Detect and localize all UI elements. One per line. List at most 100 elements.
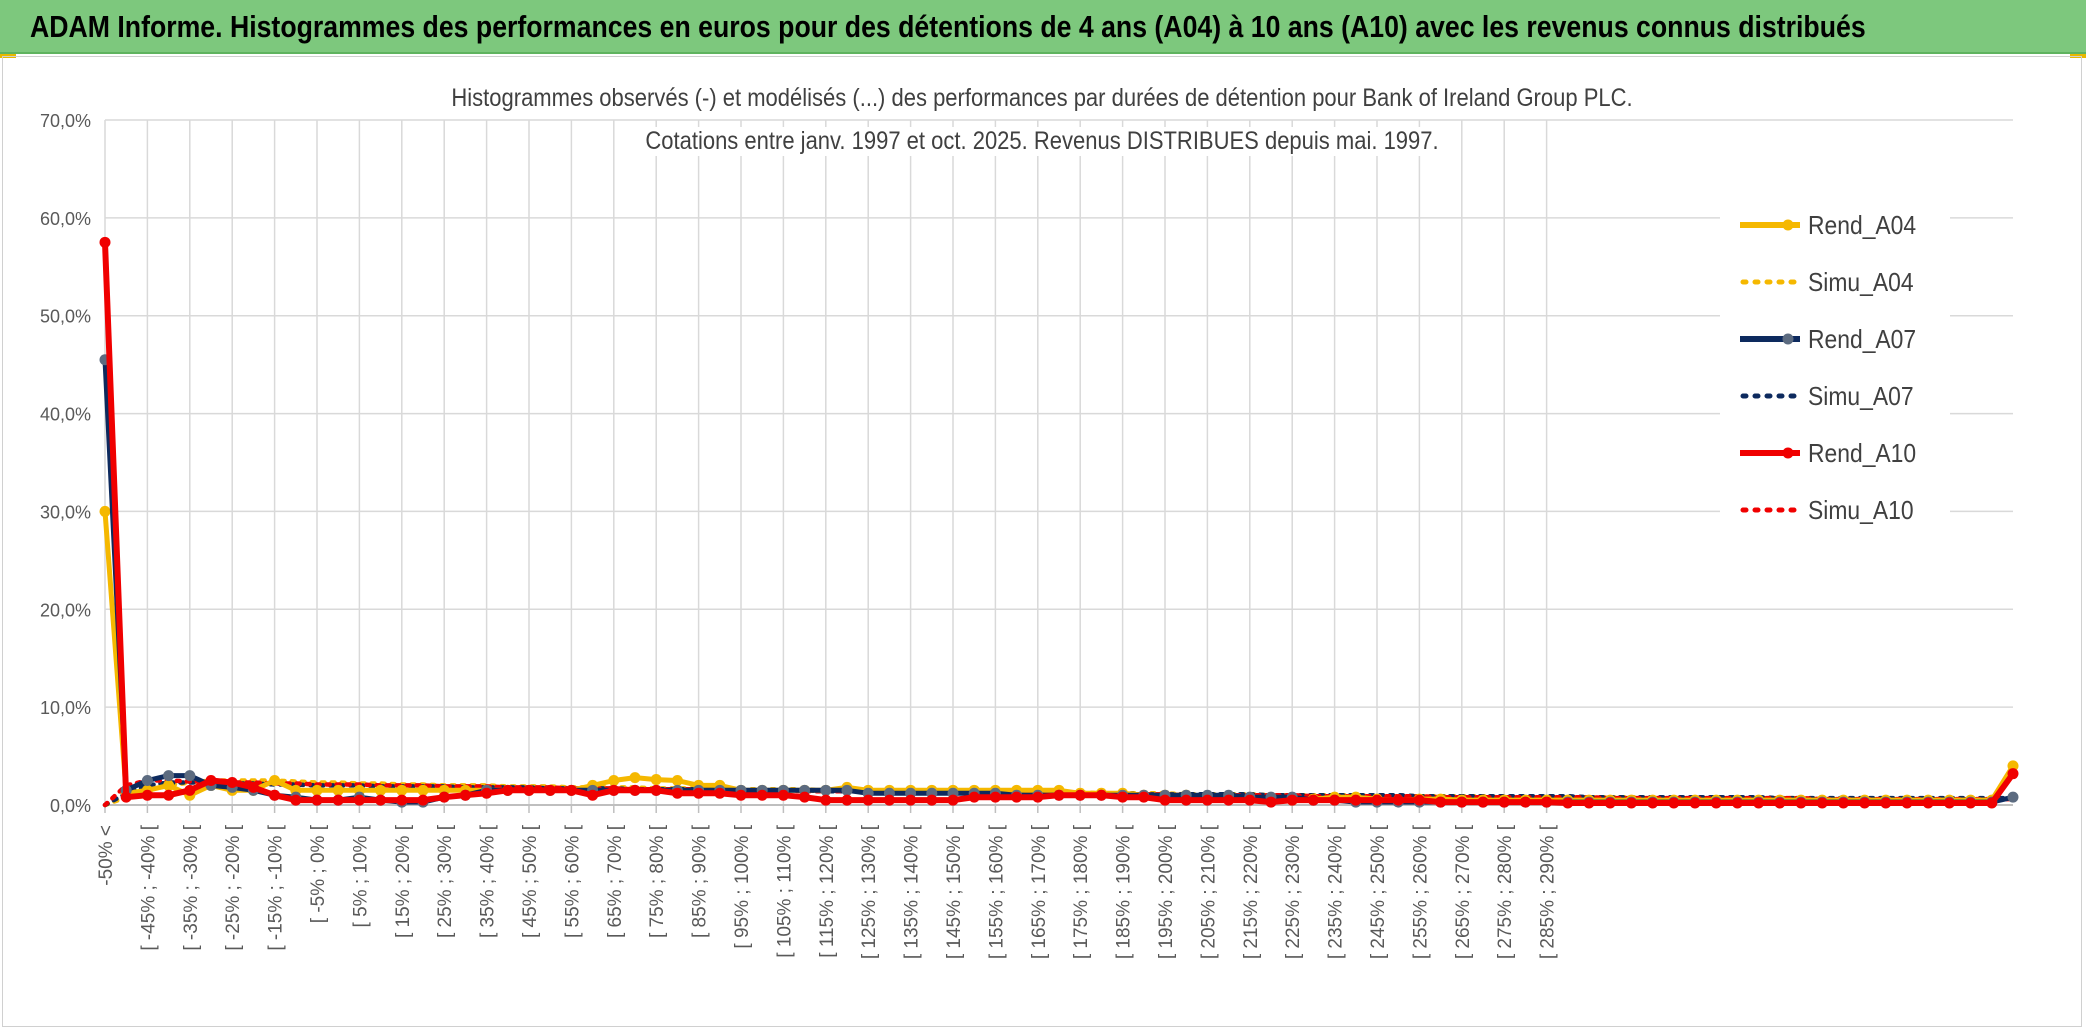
x-tick-label: [ 215% ; 220% [ <box>1241 824 1262 959</box>
data-point-rend_a10 <box>1350 794 1362 806</box>
data-point-rend_a07 <box>841 784 853 796</box>
chart-legend: Rend_A04 Simu_A04 Rend_A07 Simu_A07 Rend_A10… <box>1720 205 1950 550</box>
legend-label: Rend_A10 <box>1808 438 1917 468</box>
data-point-rend_a10 <box>1519 796 1531 808</box>
x-tick-label: [ 255% ; 260% [ <box>1410 824 1431 959</box>
x-tick-label: [ 85% ; 90% [ <box>690 824 711 938</box>
report-banner: ADAM Informe. Histogrammes des performan… <box>0 0 2086 54</box>
legend-item-rend_a07: Rend_A07 <box>1720 319 1950 359</box>
series-lines <box>99 236 2019 809</box>
y-tick-label: 0,0% <box>50 796 91 816</box>
data-point-rend_a10 <box>544 784 556 796</box>
x-tick-label: [ -5% ; 0% [ <box>308 824 329 923</box>
data-point-rend_a10 <box>1647 797 1659 809</box>
y-tick-label: 20,0% <box>40 600 91 620</box>
legend-swatch <box>1740 507 1800 513</box>
data-point-rend_a10 <box>481 787 493 799</box>
data-point-rend_a10 <box>417 794 429 806</box>
data-point-rend_a10 <box>523 784 535 796</box>
data-point-rend_a10 <box>1625 797 1637 809</box>
x-tick-label: [ 175% ; 180% [ <box>1071 824 1092 959</box>
data-point-rend_a04 <box>99 505 111 517</box>
x-tick-label: [ 115% ; 120% [ <box>817 824 838 957</box>
x-tick-label: -50% < <box>96 825 117 886</box>
data-point-rend_a10 <box>841 794 853 806</box>
data-point-rend_a10 <box>1392 794 1404 806</box>
legend-swatch <box>1740 333 1800 345</box>
x-tick-label: [ 35% ; 40% [ <box>478 824 499 938</box>
x-tick-label: [ 95% ; 100% [ <box>732 824 753 948</box>
x-tick-label: [ -45% ; -40% [ <box>138 824 159 950</box>
data-point-rend_a10 <box>1795 797 1807 809</box>
x-tick-label: [ 105% ; 110% [ <box>774 824 795 957</box>
x-tick-label: [ 135% ; 140% [ <box>902 824 923 959</box>
data-point-rend_a04 <box>650 774 662 786</box>
y-tick-label: 50,0% <box>40 307 91 327</box>
data-point-rend_a10 <box>1307 794 1319 806</box>
x-tick-label: [ 75% ; 80% [ <box>647 824 668 938</box>
x-tick-label: [ 225% ; 230% [ <box>1283 824 1304 959</box>
y-axis-ticks: 0,0% 10,0% 20,0% 30,0% 40,0% 50,0% 60,0% 70,0% <box>40 111 91 816</box>
data-point-rend_a10 <box>1159 794 1171 806</box>
data-point-rend_a04 <box>375 784 387 796</box>
series-line-rend_a04 <box>102 511 2016 803</box>
data-point-rend_a07 <box>820 784 832 796</box>
data-point-rend_a10 <box>120 791 132 803</box>
data-point-rend_a10 <box>565 784 577 796</box>
data-point-rend_a10 <box>1943 797 1955 809</box>
data-point-rend_a04 <box>629 772 641 784</box>
data-point-rend_a10 <box>353 794 365 806</box>
report-title: ADAM Informe. Histogrammes des performan… <box>30 9 1866 44</box>
data-point-rend_a10 <box>99 236 111 248</box>
data-point-rend_a10 <box>290 794 302 806</box>
data-point-rend_a10 <box>1986 797 1998 809</box>
data-point-rend_a10 <box>141 789 153 801</box>
data-point-rend_a10 <box>1477 796 1489 808</box>
data-point-rend_a04 <box>671 775 683 787</box>
y-tick-label: 70,0% <box>40 111 91 131</box>
y-tick-label: 60,0% <box>40 209 91 229</box>
data-point-rend_a10 <box>184 784 196 796</box>
data-point-rend_a10 <box>1837 797 1849 809</box>
data-point-rend_a10 <box>1922 797 1934 809</box>
legend-swatch <box>1740 279 1800 285</box>
x-tick-label: [ 165% ; 170% [ <box>1029 824 1050 959</box>
data-point-rend_a10 <box>332 794 344 806</box>
x-tick-label: [ 275% ; 280% [ <box>1495 824 1516 959</box>
data-point-rend_a04 <box>332 784 344 796</box>
data-point-rend_a10 <box>1223 794 1235 806</box>
data-point-rend_a10 <box>883 794 895 806</box>
legend-label: Rend_A04 <box>1808 210 1917 240</box>
x-tick-label: [ -35% ; -30% [ <box>181 824 202 950</box>
data-point-rend_a10 <box>820 794 832 806</box>
data-point-rend_a04 <box>2007 760 2019 772</box>
data-point-rend_a10 <box>1032 791 1044 803</box>
data-point-rend_a10 <box>989 791 1001 803</box>
data-point-rend_a10 <box>1562 797 1574 809</box>
x-tick-label: [ 65% ; 70% [ <box>605 824 626 938</box>
data-point-rend_a10 <box>756 789 768 801</box>
data-point-rend_a04 <box>396 784 408 796</box>
data-point-rend_a10 <box>671 787 683 799</box>
data-point-rend_a10 <box>777 789 789 801</box>
x-tick-label: [ 245% ; 250% [ <box>1368 824 1389 959</box>
x-tick-label: [ 145% ; 150% [ <box>944 824 965 959</box>
gridlines <box>104 119 2013 806</box>
x-tick-label: [ 155% ; 160% [ <box>986 824 1007 959</box>
data-point-rend_a10 <box>1541 796 1553 808</box>
data-point-rend_a10 <box>1965 797 1977 809</box>
legend-item-simu_a10: Simu_A10 <box>1720 490 1950 530</box>
data-point-rend_a10 <box>1583 797 1595 809</box>
data-point-rend_a10 <box>799 791 811 803</box>
data-point-rend_a10 <box>1286 794 1298 806</box>
legend-label: Simu_A07 <box>1808 381 1914 411</box>
data-point-rend_a10 <box>1901 797 1913 809</box>
data-point-rend_a07 <box>184 770 196 782</box>
data-point-rend_a10 <box>1244 794 1256 806</box>
data-point-rend_a10 <box>1880 797 1892 809</box>
data-point-rend_a10 <box>1095 789 1107 801</box>
chart-area <box>2 56 2082 1027</box>
data-point-rend_a04 <box>608 775 620 787</box>
data-point-rend_a10 <box>396 794 408 806</box>
x-tick-label: [ 55% ; 60% [ <box>562 824 583 938</box>
